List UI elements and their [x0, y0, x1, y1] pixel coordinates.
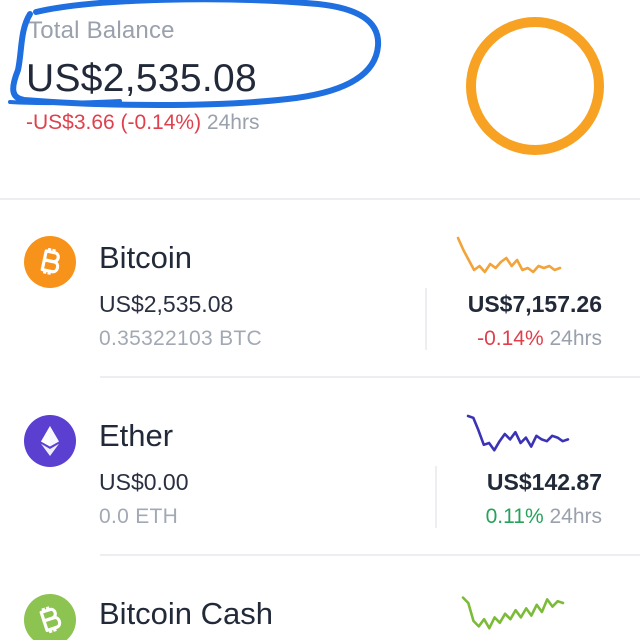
total-balance-change: -US$3.66 (-0.14%) 24hrs	[26, 111, 259, 135]
asset-change-period: 24hrs	[549, 327, 602, 350]
total-balance-value: US$2,535.08	[26, 57, 257, 100]
row-divider	[100, 554, 640, 556]
asset-holding-value: US$0.00	[99, 469, 189, 495]
asset-name: Ether	[99, 418, 174, 453]
asset-amount: 0.0 ETH	[99, 505, 179, 528]
price-sparkline	[466, 414, 570, 452]
asset-amount: 0.35322103 BTC	[99, 327, 262, 350]
total-balance-label: Total Balance	[28, 17, 175, 44]
asset-change: -0.14% 24hrs	[477, 327, 602, 351]
asset-change: 0.11% 24hrs	[486, 505, 602, 529]
column-divider	[425, 288, 427, 350]
column-divider	[435, 466, 437, 528]
asset-row-bitcoin-cash[interactable]: Bitcoin Cash	[0, 556, 640, 640]
asset-holding-value: US$2,535.08	[99, 291, 234, 317]
asset-price: US$7,157.26	[467, 291, 602, 317]
asset-name: Bitcoin	[99, 240, 193, 275]
asset-change-period: 24hrs	[549, 505, 602, 528]
asset-change-percent: 0.11%	[485, 505, 544, 528]
total-change-period: 24hrs	[206, 111, 260, 134]
header-divider	[0, 198, 640, 200]
bitcoin-cash-icon	[24, 594, 76, 640]
total-change-value: -US$3.66 (-0.14%)	[26, 111, 202, 134]
asset-name: Bitcoin Cash	[99, 596, 274, 631]
asset-row-bitcoin[interactable]: Bitcoin US$2,535.08 0.35322103 BTC US$7,…	[0, 200, 640, 378]
portfolio-allocation-ring[interactable]	[466, 17, 604, 155]
sparkline-path	[461, 596, 565, 630]
price-sparkline	[461, 596, 565, 630]
price-sparkline	[456, 236, 562, 274]
ether-icon	[24, 415, 76, 467]
sparkline-path	[466, 414, 570, 452]
asset-change-percent: -0.14%	[477, 327, 544, 350]
bitcoin-icon	[24, 236, 76, 288]
asset-price: US$142.87	[486, 469, 602, 495]
row-divider	[100, 376, 640, 378]
sparkline-path	[456, 236, 562, 274]
asset-row-ether[interactable]: Ether US$0.00 0.0 ETH US$142.87 0.11% 24…	[0, 378, 640, 556]
